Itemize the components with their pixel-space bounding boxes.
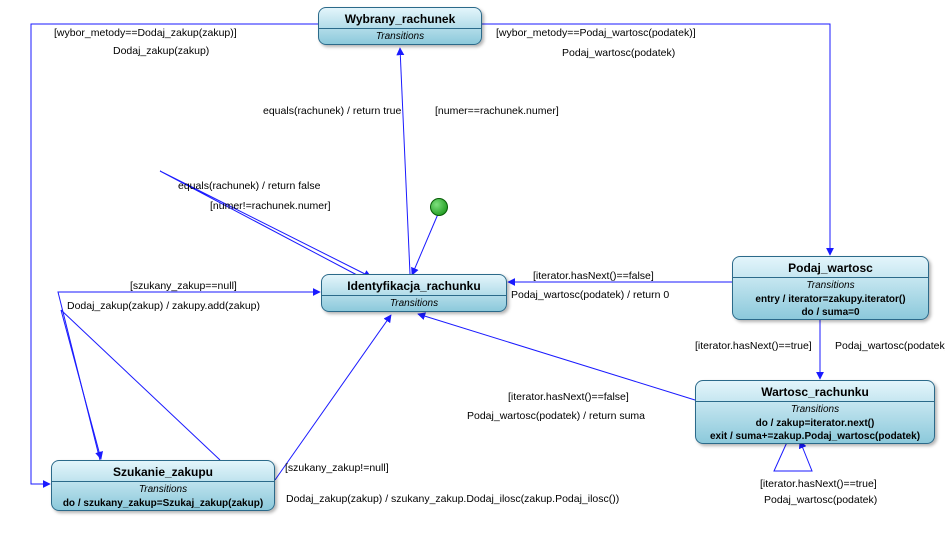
edge-label: [iterator.hasNext()==true]	[760, 478, 877, 490]
edge-label: Dodaj_zakup(zakup)	[113, 45, 209, 57]
state-line: entry / iterator=zakupy.iterator()	[733, 293, 928, 306]
edge	[412, 214, 438, 275]
state-identyfikacja-rachunku[interactable]: Identyfikacja_rachunku Transitions	[321, 274, 507, 312]
state-szukanie-zakupu[interactable]: Szukanie_zakupu Transitions do / szukany…	[51, 460, 275, 511]
edge	[418, 314, 695, 400]
edge-label: Dodaj_zakup(zakup) / zakupy.add(zakup)	[67, 300, 260, 312]
state-line: do / szukany_zakup=Szukaj_zakup(zakup)	[52, 497, 274, 510]
edge-label: [wybor_metody==Podaj_wartosc(podatek)]	[496, 27, 696, 39]
state-section: Transitions	[319, 28, 481, 44]
edge-label: [iterator.hasNext()==false]	[533, 270, 654, 282]
edge	[61, 310, 101, 459]
edge-label: Podaj_wartosc(podatek)	[764, 494, 877, 506]
edge-label: [szukany_zakup==null]	[130, 280, 237, 292]
state-section: Transitions	[322, 295, 506, 311]
edge	[400, 48, 410, 274]
edge-label: [iterator.hasNext()==false]	[508, 391, 629, 403]
state-wartosc-rachunku[interactable]: Wartosc_rachunku Transitions do / zakup=…	[695, 380, 935, 444]
edge-label: [numer!=rachunek.numer]	[210, 200, 331, 212]
edge	[58, 292, 320, 460]
edge-label: Dodaj_zakup(zakup) / szukany_zakup.Dodaj…	[286, 493, 619, 505]
state-section: Transitions	[52, 481, 274, 497]
initial-state	[430, 198, 448, 216]
edge-label: Podaj_wartosc(podatek) / return suma	[467, 410, 645, 422]
edge-label: Podaj_wartosc(podatek)	[562, 47, 675, 59]
state-wybrany-rachunek[interactable]: Wybrany_rachunek Transitions	[318, 7, 482, 45]
state-title: Wybrany_rachunek	[319, 8, 481, 28]
state-title: Szukanie_zakupu	[52, 461, 274, 481]
state-title: Podaj_wartosc	[733, 257, 928, 277]
state-line: do / zakup=iterator.next()	[696, 417, 934, 430]
state-section: Transitions	[696, 401, 934, 417]
state-line: do / suma=0	[733, 306, 928, 319]
edge-label: equals(rachunek) / return false	[178, 180, 320, 192]
state-title: Wartosc_rachunku	[696, 381, 934, 401]
edge-label: equals(rachunek) / return true	[263, 105, 401, 117]
edge-label: [iterator.hasNext()==true]	[695, 340, 812, 352]
edge	[774, 440, 812, 471]
edge	[31, 24, 318, 484]
edge-label: [numer==rachunek.numer]	[435, 105, 559, 117]
edge	[61, 310, 220, 460]
state-line: exit / suma+=zakup.Podaj_wartosc(podatek…	[696, 430, 934, 443]
edge-label: Podaj_wartosc(podatek)	[835, 340, 945, 352]
state-podaj-wartosc[interactable]: Podaj_wartosc Transitions entry / iterat…	[732, 256, 929, 320]
edge-label: Podaj_wartosc(podatek) / return 0	[511, 289, 669, 301]
state-section: Transitions	[733, 277, 928, 293]
edge-label: [szukany_zakup!=null]	[285, 462, 389, 474]
edge-label: [wybor_metody==Dodaj_zakup(zakup)]	[54, 27, 237, 39]
state-title: Identyfikacja_rachunku	[322, 275, 506, 295]
edge	[275, 315, 391, 480]
